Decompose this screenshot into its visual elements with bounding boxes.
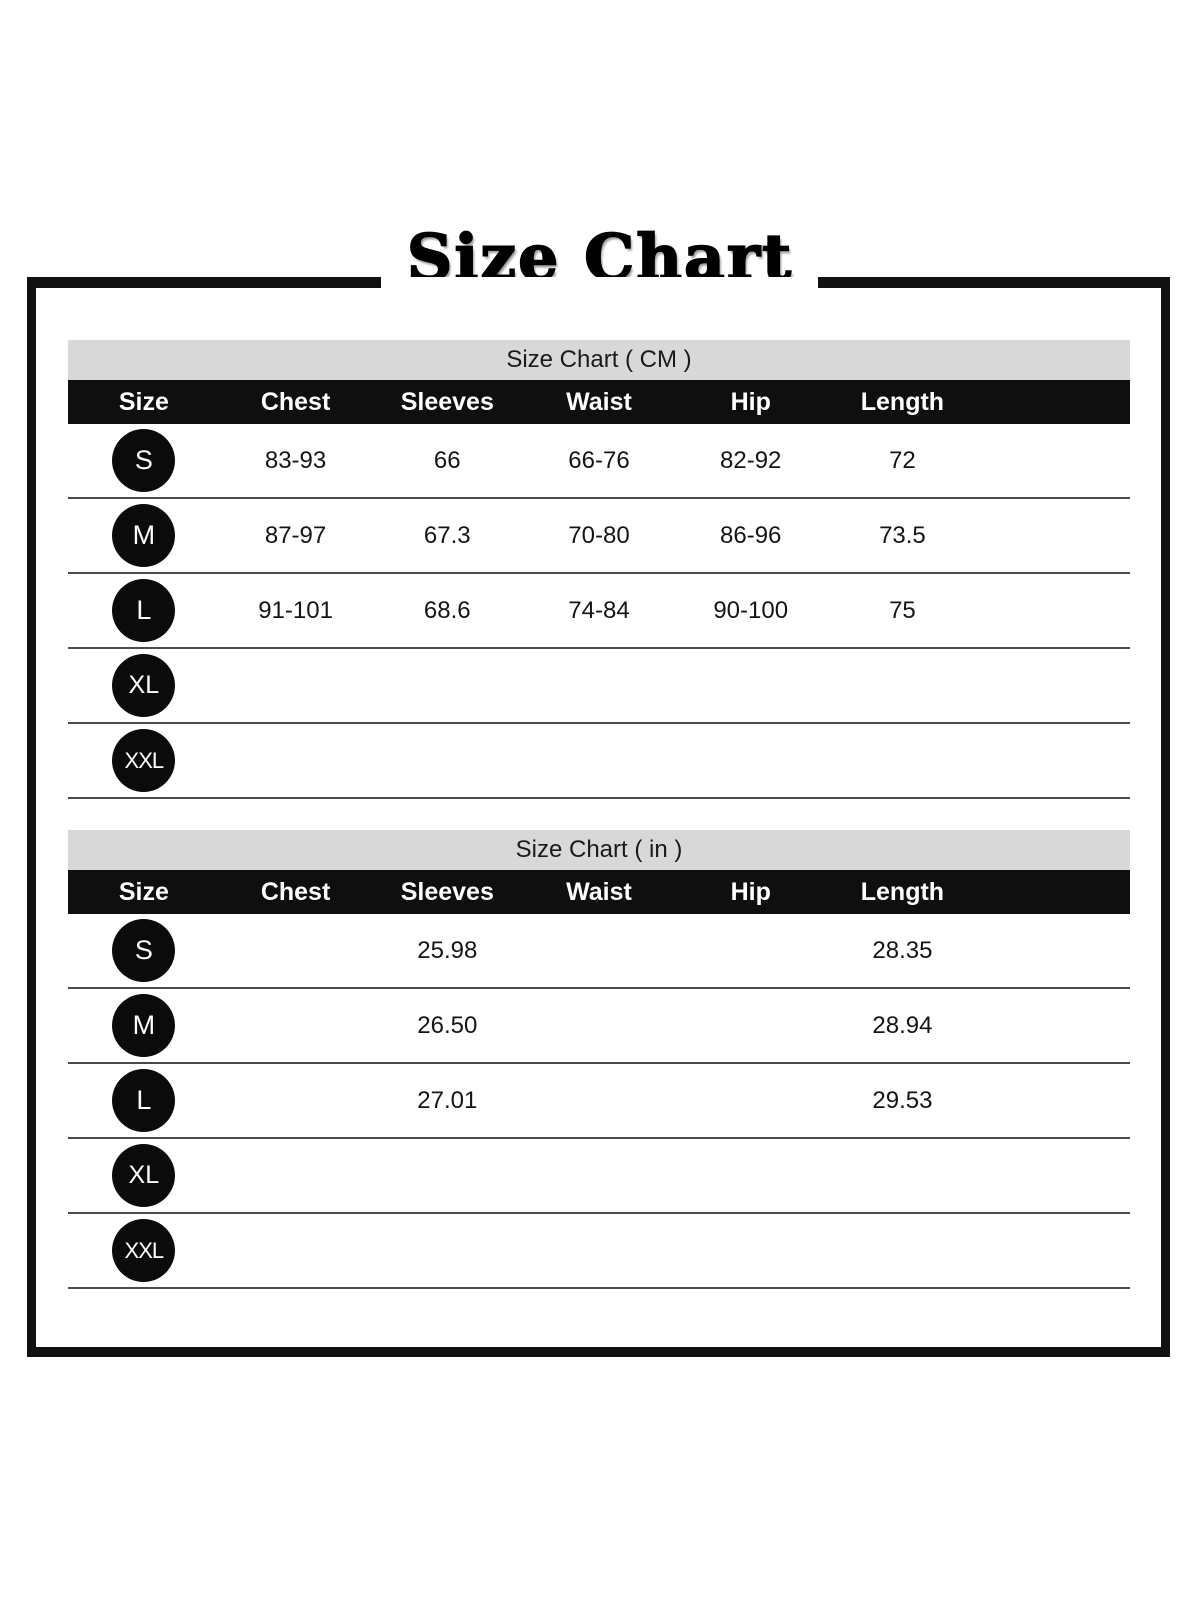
column-header: Hip [730, 387, 771, 416]
size-badge: S [112, 919, 176, 982]
size-badge: L [112, 579, 176, 642]
size-cell: XXL [68, 729, 220, 792]
value-cell: 28.94 [872, 1011, 933, 1039]
size-badge: XXL [112, 729, 176, 792]
column-header: Waist [566, 387, 632, 416]
size-badge: S [112, 429, 176, 492]
table-row: XL [68, 649, 1130, 724]
column-header: Chest [260, 877, 331, 906]
value-cell: 29.53 [872, 1086, 933, 1114]
value-cell: 86-96 [720, 521, 782, 549]
size-cell: L [68, 1069, 220, 1132]
column-header: Size [118, 877, 169, 906]
column-header: Length [860, 877, 945, 906]
size-table-cm: Size Chart ( CM ) Size Chest Sleeves Waist Hi… [68, 340, 1130, 799]
value-cell: 82-92 [720, 446, 782, 474]
value-cell: 91-101 [258, 596, 333, 624]
value-cell: 70-80 [568, 521, 630, 549]
value-cell: 27.01 [417, 1086, 478, 1114]
column-header: Sleeves [400, 387, 494, 416]
title-rule-left [36, 277, 381, 288]
value-cell: 68.6 [423, 596, 471, 624]
size-table-in: Size Chart ( in ) Size Chest Sleeves Waist Hi… [68, 830, 1130, 1289]
column-header: Size [118, 387, 169, 416]
value-cell: 74-84 [568, 596, 630, 624]
table-row: S 83-93 66 66-76 82-92 72 [68, 424, 1130, 499]
column-header: Hip [730, 877, 771, 906]
value-cell: 28.35 [872, 936, 933, 964]
table-row: L 91-101 68.6 74-84 90-100 75 [68, 574, 1130, 649]
column-header: Waist [566, 877, 632, 906]
size-cell: S [68, 429, 220, 492]
column-header: Chest [260, 387, 331, 416]
size-badge: XL [112, 654, 176, 717]
value-cell: 66-76 [568, 446, 630, 474]
column-header: Sleeves [400, 877, 494, 906]
table-row: M 26.50 28.94 [68, 989, 1130, 1064]
size-badge: M [112, 994, 176, 1057]
size-badge: XL [112, 1144, 176, 1207]
table-row: S 25.98 28.35 [68, 914, 1130, 989]
title-rule-right [818, 277, 1161, 288]
size-badge: L [112, 1069, 176, 1132]
value-cell: 73.5 [879, 521, 926, 549]
table-header-row: Size Chest Sleeves Waist Hip Length [68, 380, 1130, 424]
table-row: XXL [68, 724, 1130, 799]
table-banner: Size Chart ( CM ) [68, 340, 1130, 380]
table-row: L 27.01 29.53 [68, 1064, 1130, 1139]
value-cell: 90-100 [713, 596, 789, 624]
table-header-row: Size Chest Sleeves Waist Hip Length [68, 870, 1130, 914]
size-cell: M [68, 504, 220, 567]
size-cell: M [68, 994, 220, 1057]
table-row: XL [68, 1139, 1130, 1214]
size-badge: M [112, 504, 176, 567]
value-cell: 66 [433, 446, 461, 474]
value-cell: 25.98 [417, 936, 478, 964]
table-row: XXL [68, 1214, 1130, 1289]
value-cell: 72 [889, 446, 916, 474]
column-header: Length [860, 387, 945, 416]
size-cell: XL [68, 654, 220, 717]
size-cell: L [68, 579, 220, 642]
value-cell: 83-93 [264, 446, 327, 474]
size-cell: XXL [68, 1219, 220, 1282]
value-cell: 75 [889, 596, 916, 624]
size-cell: XL [68, 1144, 220, 1207]
size-badge: XXL [112, 1219, 176, 1282]
value-cell: 26.50 [417, 1011, 478, 1039]
value-cell: 87-97 [264, 521, 327, 549]
table-banner: Size Chart ( in ) [68, 830, 1130, 870]
table-row: M 87-97 67.3 70-80 86-96 73.5 [68, 499, 1130, 574]
value-cell: 67.3 [423, 521, 471, 549]
outer-frame: Size Chart ( CM ) Size Chest Sleeves Waist Hi… [27, 277, 1170, 1357]
size-cell: S [68, 919, 220, 982]
